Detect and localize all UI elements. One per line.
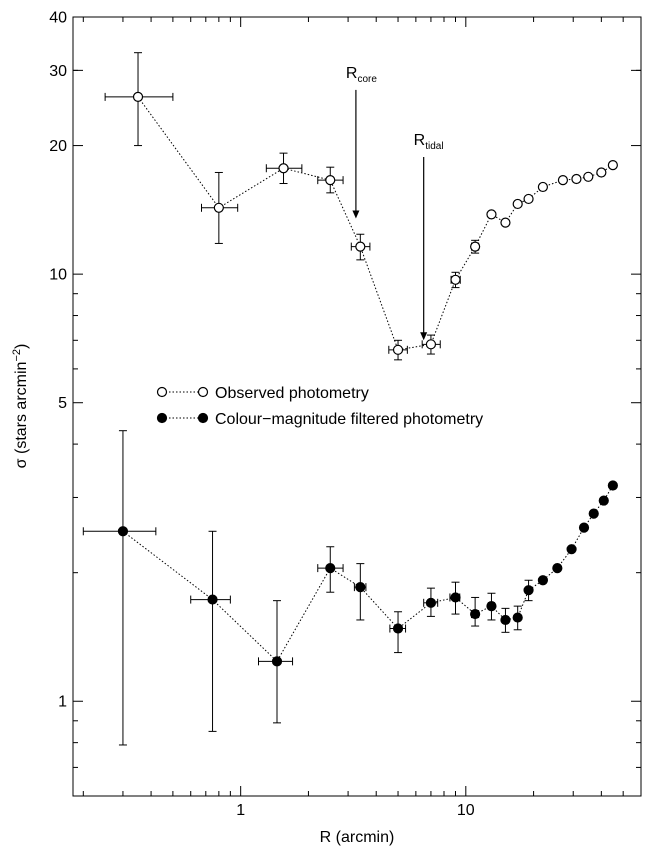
r-tidal-arrowhead: [420, 332, 428, 341]
legend-label-filtered: Colour−magnitude filtered photometry: [215, 411, 483, 428]
r-tidal-label-main: R: [414, 132, 426, 149]
data-point-observed: [512, 198, 523, 210]
data-point-filtered: [207, 594, 218, 605]
data-point-filtered: [486, 601, 497, 612]
data-point-observed: [571, 173, 582, 185]
data-point-filtered: [578, 522, 590, 533]
data-point-observed: [537, 181, 549, 193]
y-tick-label: 30: [49, 63, 67, 80]
legend-marker-observed: [156, 386, 168, 398]
data-point-filtered: [450, 592, 461, 603]
data-point-observed: [470, 241, 481, 252]
data-point-observed: [392, 344, 404, 355]
plot-frame: [72, 16, 642, 797]
r-core-arrowhead: [352, 210, 360, 219]
r-core-label-main: R: [346, 65, 358, 82]
y-axis-label-exponent: −2: [11, 349, 23, 362]
data-point-filtered: [355, 582, 366, 593]
x-tick-label: 10: [457, 802, 475, 819]
y-tick-label: 40: [49, 10, 67, 27]
legend-marker-observed-end: [197, 386, 209, 398]
y-tick-label: 10: [49, 267, 67, 284]
data-point-observed: [450, 274, 461, 285]
legend-marker-filtered-end: [197, 412, 209, 424]
y-tick-label: 20: [49, 138, 67, 155]
x-tick-label: 1: [236, 802, 245, 819]
data-point-observed: [557, 175, 569, 186]
r-tidal-label-subscript: tidal: [425, 141, 443, 152]
data-point-observed: [523, 193, 534, 205]
data-point-filtered: [607, 480, 618, 491]
data-point-filtered: [552, 562, 563, 574]
r-tidal-label: Rtidal: [414, 132, 444, 152]
data-point-observed: [607, 160, 618, 171]
data-point-observed: [132, 91, 144, 103]
data-point-filtered: [512, 612, 523, 623]
legend: Observed photometry Colour−magnitude fil…: [156, 385, 483, 428]
legend-marker-filtered: [156, 412, 168, 424]
data-point-filtered: [598, 495, 609, 506]
data-point-filtered: [537, 575, 549, 586]
data-point-observed: [500, 217, 511, 228]
x-axis-label: R (arcmin): [320, 829, 395, 846]
data-point-observed: [325, 175, 336, 186]
data-point-filtered: [425, 597, 437, 608]
legend-label-observed: Observed photometry: [215, 385, 369, 402]
y-axis-label-close: ): [13, 344, 30, 349]
data-point-observed: [486, 209, 497, 220]
data-point-observed: [425, 339, 437, 350]
data-point-observed: [213, 202, 224, 213]
x-axis-title: R (arcmin): [320, 829, 395, 846]
data-point-observed: [278, 163, 289, 174]
y-tick-label: 1: [58, 694, 67, 711]
data-point-filtered: [588, 508, 599, 519]
y-axis-label: σ (stars arcmin: [13, 362, 30, 469]
data-point-filtered: [500, 614, 511, 626]
r-core-label-subscript: core: [357, 74, 377, 85]
y-tick-label: 5: [58, 395, 67, 412]
data-point-filtered: [117, 526, 129, 537]
series-line-filtered: [122, 485, 614, 663]
series-line-observed: [137, 96, 614, 351]
data-point-observed: [583, 171, 594, 182]
data-point-filtered: [392, 623, 404, 634]
data-point-filtered: [271, 656, 283, 667]
data-point-filtered: [325, 562, 336, 574]
svg-text:σ (stars arcmin−2): σ (stars arcmin−2): [11, 344, 30, 469]
data-point-observed: [596, 167, 607, 178]
data-point-filtered: [523, 585, 534, 596]
y-axis-title: σ (stars arcmin−2): [11, 344, 30, 469]
data-point-filtered: [566, 544, 577, 555]
data-point-observed: [355, 241, 366, 252]
data-point-filtered: [470, 608, 481, 620]
r-core-label: Rcore: [346, 65, 377, 85]
